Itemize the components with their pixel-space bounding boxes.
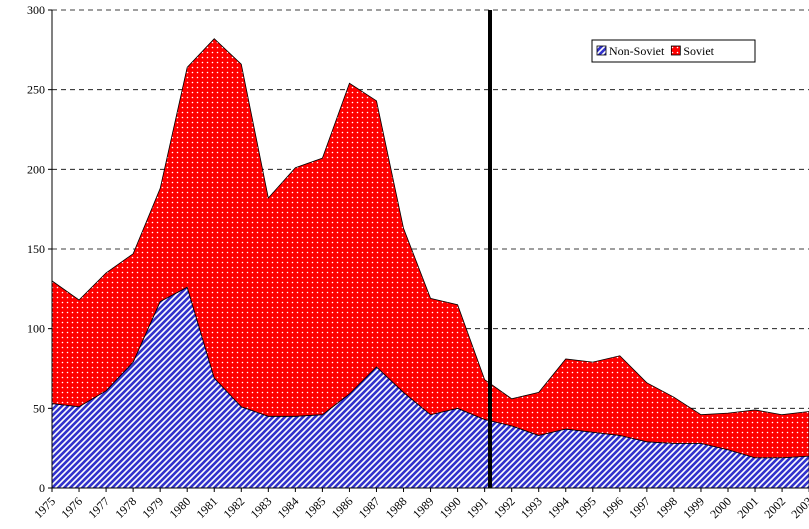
x-tick-label: 2001 xyxy=(734,494,761,521)
y-tick-label: 50 xyxy=(33,401,45,415)
x-tick-label: 2002 xyxy=(761,494,788,521)
x-tick-label: 1990 xyxy=(437,494,464,521)
x-tick-label: 1989 xyxy=(410,494,437,521)
x-tick-label: 1980 xyxy=(166,494,193,521)
legend: Non-Soviet Soviet xyxy=(591,39,756,63)
legend-label: Soviet xyxy=(683,44,714,58)
legend-swatch xyxy=(596,45,607,56)
x-tick-label: 1997 xyxy=(626,494,653,521)
x-tick-label: 1996 xyxy=(599,494,626,521)
x-tick-label: 1979 xyxy=(139,494,166,521)
x-tick-label: 1977 xyxy=(85,494,112,521)
y-tick-label: 100 xyxy=(27,322,45,336)
y-tick-label: 250 xyxy=(27,83,45,97)
legend-swatch xyxy=(670,45,681,56)
x-tick-label: 1985 xyxy=(302,494,329,521)
area xyxy=(51,38,809,459)
x-tick-label: 1988 xyxy=(383,494,410,521)
x-tick-label: 1983 xyxy=(248,494,275,521)
y-tick-label: 0 xyxy=(39,481,45,495)
legend-label: Non-Soviet xyxy=(609,44,665,58)
x-tick-label: 1992 xyxy=(491,494,518,521)
x-tick-label: 1998 xyxy=(653,494,680,521)
y-tick-label: 150 xyxy=(27,242,45,256)
x-tick-label: 1999 xyxy=(680,494,707,521)
x-tick-label: 1987 xyxy=(356,494,383,521)
x-tick-label: 1976 xyxy=(58,494,85,521)
y-tick-label: 200 xyxy=(27,162,45,176)
x-tick-label: 1994 xyxy=(545,494,572,521)
x-tick-label: 1981 xyxy=(193,494,220,521)
x-tick-label: 1982 xyxy=(221,494,248,521)
y-tick-label: 300 xyxy=(27,3,45,17)
x-tick-label: 1978 xyxy=(112,494,139,521)
x-tick-label: 1984 xyxy=(275,494,302,521)
x-tick-label: 2003 xyxy=(788,494,809,521)
x-tick-label: 2000 xyxy=(707,494,734,521)
x-tick-label: 1975 xyxy=(31,494,58,521)
x-tick-label: 1993 xyxy=(518,494,545,521)
x-tick-label: 1995 xyxy=(572,494,599,521)
x-tick-label: 1991 xyxy=(464,494,491,521)
x-tick-label: 1986 xyxy=(329,494,356,521)
